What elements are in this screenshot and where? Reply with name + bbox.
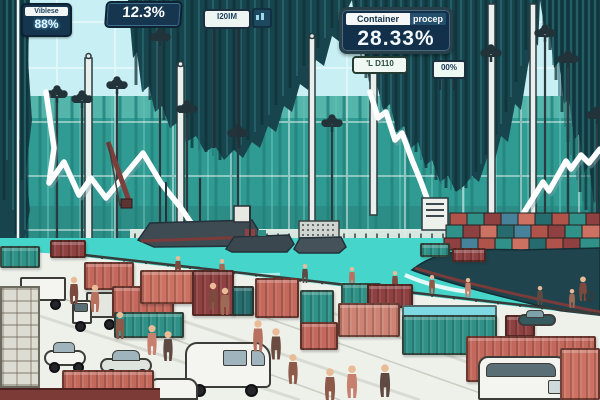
white-car xyxy=(44,342,86,374)
bicycle-wheel xyxy=(585,291,595,301)
shipping-container xyxy=(192,270,234,316)
shipping-container xyxy=(420,243,450,257)
trend-line-center xyxy=(367,89,432,207)
shipping-container xyxy=(0,388,160,400)
small-sign-left: I20IM xyxy=(203,9,251,29)
white-van xyxy=(183,338,273,398)
cargo-ship-left xyxy=(105,141,261,248)
stat-box-main-header: Container procep xyxy=(346,13,446,25)
shipping-container xyxy=(300,290,334,326)
shipping-container xyxy=(560,348,600,400)
stat-badge-left: 12.3% xyxy=(104,1,183,28)
stat-badge-small-right: 00% xyxy=(432,60,466,79)
stat-box-top-left: Viblese 88% xyxy=(21,3,72,37)
distant-people xyxy=(175,255,595,308)
truck-cab xyxy=(478,356,570,400)
cargo-ship-speckled xyxy=(293,220,347,254)
shipping-container xyxy=(140,270,194,304)
shipping-container xyxy=(300,322,338,350)
dark-car xyxy=(518,310,556,328)
cargo-ship-center xyxy=(224,206,295,253)
stat-box-header: Viblese xyxy=(25,7,68,16)
trend-lines xyxy=(43,89,600,236)
trend-line-left xyxy=(43,89,199,233)
container-ship-right xyxy=(404,197,600,321)
main-header-right: procep xyxy=(409,13,446,25)
shipping-container xyxy=(114,312,184,338)
shipping-container xyxy=(338,303,400,337)
mini-chart-icon xyxy=(252,8,272,28)
main-header-left: Container xyxy=(346,13,410,25)
trend-line-right xyxy=(520,146,600,217)
stat-box-main: Container procep 28.33% xyxy=(339,7,453,54)
crate-stack xyxy=(0,286,40,388)
shipping-container xyxy=(255,278,299,318)
ship-container-stack xyxy=(443,212,600,251)
bow-wake xyxy=(404,273,471,294)
small-sign-center: 'L D110 xyxy=(352,56,408,74)
stat-box-main-value: 28.33% xyxy=(357,27,435,50)
stat-box-value: 88% xyxy=(34,17,59,31)
crane-arm xyxy=(105,141,132,202)
shipping-container xyxy=(232,286,254,316)
shipping-container xyxy=(0,246,40,268)
shipping-container xyxy=(452,248,486,262)
shipping-container xyxy=(50,240,86,258)
